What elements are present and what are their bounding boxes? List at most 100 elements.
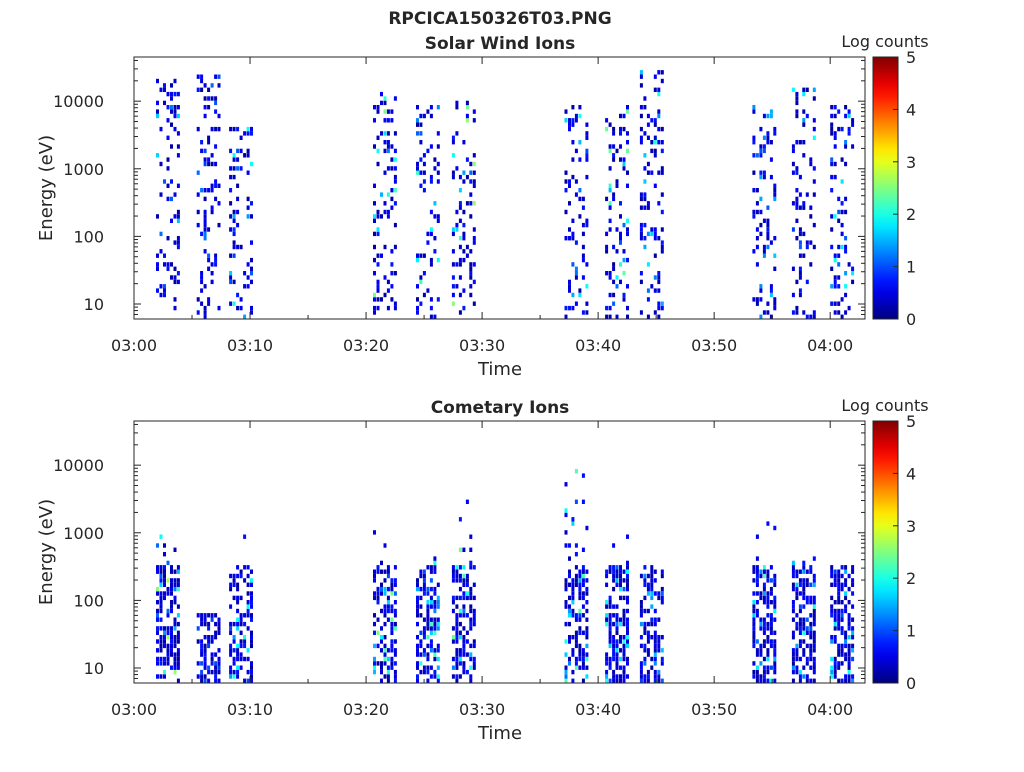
spectrogram-cell	[646, 652, 650, 657]
spectrogram-cell	[837, 652, 841, 657]
spectrogram-cell	[837, 586, 841, 592]
spectrogram-cell	[762, 310, 766, 315]
spectrogram-cell	[639, 665, 643, 670]
spectrogram-cell	[451, 600, 455, 605]
spectrogram-cell	[203, 310, 207, 315]
spectrogram-cell	[578, 626, 582, 631]
spectrogram-cell	[465, 652, 469, 657]
spectrogram-cell	[465, 573, 469, 579]
spectrogram-cell	[380, 665, 383, 670]
spectrogram-cell	[833, 135, 837, 140]
spectrogram-cell	[802, 201, 806, 206]
spectrogram-cell	[571, 669, 575, 675]
spectrogram-cell	[376, 305, 380, 311]
spectrogram-cell	[229, 301, 233, 306]
spectrogram-cell	[458, 656, 462, 662]
spectrogram-cell	[605, 196, 609, 202]
spectrogram-cell	[833, 214, 837, 219]
spectrogram-cell	[844, 630, 848, 635]
spectrogram-cell	[465, 157, 469, 162]
spectrogram-cell	[462, 547, 466, 552]
spectrogram-cell	[462, 652, 466, 657]
spectrogram-cell	[605, 678, 609, 683]
spectrogram-cell	[451, 231, 455, 237]
spectrogram-cell	[759, 678, 763, 683]
spectrogram-cell	[203, 678, 207, 683]
spectrogram-cell	[833, 600, 837, 605]
spectrogram-cell	[581, 244, 585, 250]
spectrogram-cell	[472, 279, 476, 285]
spectrogram-cell	[759, 595, 763, 601]
spectrogram-cell	[390, 271, 394, 276]
spectrogram-cell	[373, 530, 376, 535]
spectrogram-cell	[809, 626, 813, 631]
spectrogram-cell	[773, 196, 777, 202]
spectrogram-cell	[236, 292, 240, 298]
spectrogram-cell	[622, 639, 626, 644]
spectrogram-cell	[217, 222, 221, 228]
spectrogram-cell	[622, 678, 626, 683]
spectrogram-cell	[657, 170, 661, 175]
spectrogram-cell	[574, 275, 578, 280]
spectrogram-cell	[469, 161, 473, 167]
spectrogram-cell	[812, 582, 816, 587]
x-tick-label: 03:10	[227, 700, 273, 719]
spectrogram-cell	[802, 595, 806, 601]
spectrogram-cell	[166, 661, 170, 666]
spectrogram-cell	[166, 635, 170, 640]
spectrogram-cell	[176, 621, 180, 627]
spectrogram-cell	[173, 569, 177, 574]
spectrogram-cell	[386, 214, 390, 219]
spectrogram-cell	[376, 253, 380, 258]
spectrogram-cell	[426, 652, 430, 657]
spectrogram-cell	[844, 249, 848, 254]
spectrogram-cell	[840, 608, 844, 614]
spectrogram-cell	[798, 591, 802, 596]
spectrogram-cell	[791, 630, 795, 635]
spectrogram-cell	[619, 240, 622, 245]
spectrogram-cell	[805, 279, 809, 285]
spectrogram-cell	[578, 140, 582, 145]
spectrogram-cell	[166, 105, 170, 110]
spectrogram-cell	[605, 244, 609, 250]
spectrogram-cell	[795, 113, 799, 119]
spectrogram-cell	[203, 652, 207, 657]
spectrogram-cell	[462, 179, 466, 184]
spectrogram-cell	[469, 665, 473, 670]
spectrogram-cell	[376, 262, 380, 267]
spectrogram-cell	[166, 166, 170, 171]
spectrogram-cell	[229, 126, 233, 132]
spectrogram-cell	[844, 569, 848, 574]
spectrogram-cell	[243, 534, 247, 539]
spectrogram-cell	[578, 630, 582, 635]
spectrogram-cell	[653, 135, 657, 140]
spectrogram-cell	[830, 227, 834, 232]
spectrogram-cell	[217, 665, 221, 670]
spectrogram-cell	[608, 643, 612, 649]
y-tick-label: 100	[73, 591, 104, 610]
spectrogram-cell	[643, 205, 647, 210]
spectrogram-cell	[170, 569, 173, 574]
spectrogram-cell	[376, 661, 380, 666]
spectrogram-cell	[581, 499, 585, 504]
spectrogram-cell	[612, 652, 616, 657]
spectrogram-cell	[246, 126, 250, 132]
spectrogram-cell	[196, 87, 200, 92]
spectrogram-cell	[769, 591, 773, 596]
spectrogram-cell	[571, 648, 575, 653]
spectrogram-cell	[837, 569, 841, 574]
spectrogram-cell	[451, 573, 455, 579]
spectrogram-cell	[568, 635, 571, 640]
spectrogram-cell	[451, 135, 455, 140]
spectrogram-cell	[626, 656, 629, 662]
spectrogram-cell	[626, 218, 629, 223]
spectrogram-cell	[196, 310, 200, 315]
spectrogram-cell	[766, 669, 770, 675]
spectrogram-cell	[643, 630, 647, 635]
spectrogram-cell	[176, 656, 180, 662]
spectrogram-cell	[766, 613, 770, 618]
spectrogram-cell	[840, 630, 844, 635]
spectrogram-cell	[383, 201, 387, 206]
spectrogram-cell	[643, 565, 647, 570]
spectrogram-cell	[156, 113, 159, 119]
